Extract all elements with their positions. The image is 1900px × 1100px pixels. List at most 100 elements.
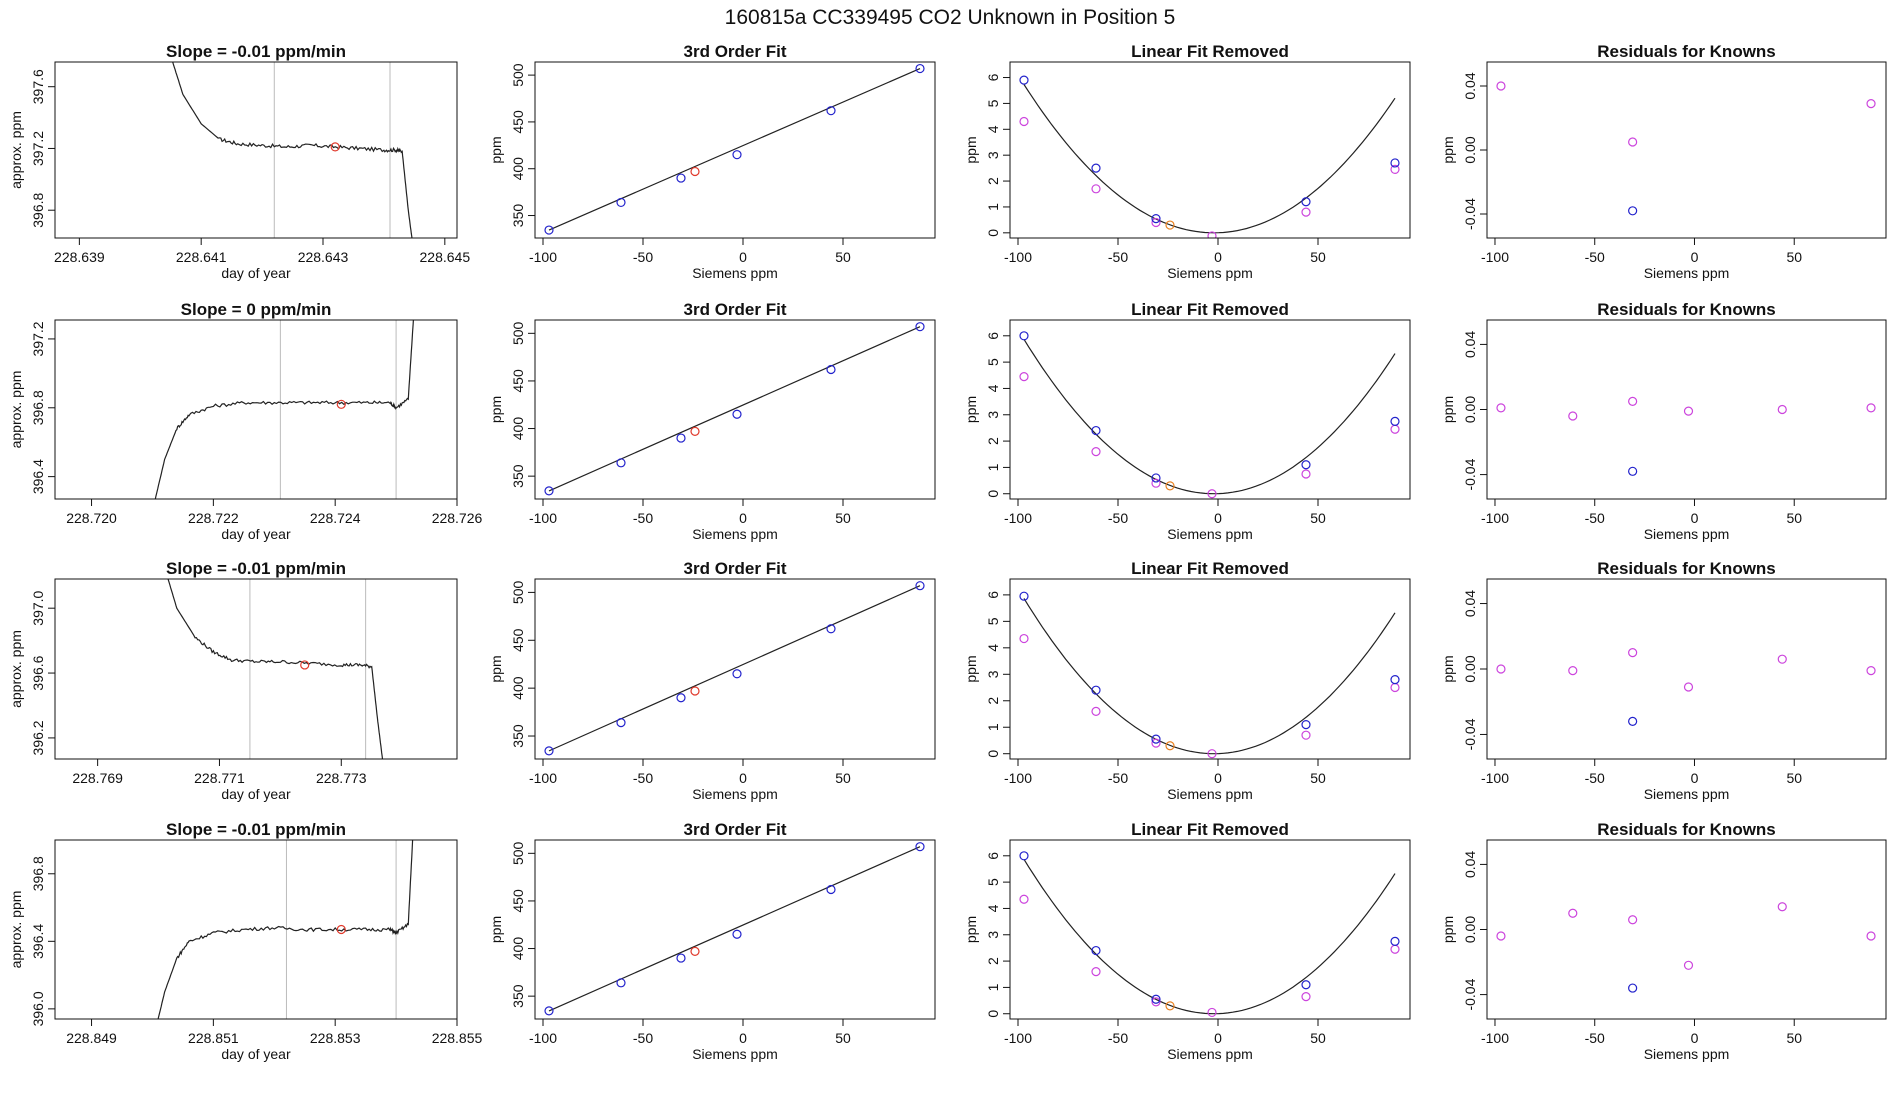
residual-point xyxy=(1151,738,1161,748)
residual-point xyxy=(1301,469,1311,479)
x-tick-label: -50 xyxy=(1108,249,1128,265)
plot-area xyxy=(1019,591,1400,759)
trace-line xyxy=(167,579,384,759)
y-axis-label: approx. ppm xyxy=(8,371,24,449)
y-tick-label: 3 xyxy=(985,931,1001,939)
x-tick-label: 228.773 xyxy=(316,770,367,786)
plot-frame xyxy=(1009,839,1411,1020)
plot-frame xyxy=(1486,61,1887,239)
known-point xyxy=(1628,716,1638,726)
x-tick-label: 228.643 xyxy=(298,249,349,265)
x-tick-label: 228.855 xyxy=(432,1030,483,1046)
plot-frame xyxy=(534,578,936,760)
residual-point xyxy=(1151,217,1161,228)
known-point xyxy=(676,173,686,183)
unknown-point xyxy=(1165,220,1175,230)
residual-point xyxy=(1390,682,1400,693)
fit-line xyxy=(548,326,921,492)
residual-point xyxy=(1151,997,1161,1007)
unknown-point xyxy=(690,426,700,436)
x-tick-label: -50 xyxy=(1108,510,1128,526)
x-tick-label: 50 xyxy=(835,770,851,786)
plot-area xyxy=(1496,902,1876,993)
known-point xyxy=(1301,719,1311,730)
x-tick-label: -100 xyxy=(1481,510,1509,526)
plot-area xyxy=(544,581,925,756)
unknown-point xyxy=(1165,481,1175,491)
x-tick-label: 228.769 xyxy=(72,770,123,786)
residual-point xyxy=(1390,164,1400,175)
y-axis-label: ppm xyxy=(1440,396,1456,423)
trace-line xyxy=(172,62,413,238)
residual-point xyxy=(1568,666,1578,676)
plot-area xyxy=(157,840,414,1019)
known-point xyxy=(915,63,925,74)
known-point xyxy=(616,197,626,208)
plot-area xyxy=(172,62,413,238)
x-tick-label: -100 xyxy=(529,510,557,526)
y-axis-label: ppm xyxy=(488,655,504,682)
unknown-point xyxy=(1165,1001,1175,1011)
x-tick-label: 228.771 xyxy=(194,770,245,786)
known-point xyxy=(1390,416,1400,426)
known-point xyxy=(544,225,554,235)
y-tick-label: 397.6 xyxy=(30,69,46,104)
residual-point xyxy=(1151,478,1161,488)
panel-title: 3rd Order Fit xyxy=(684,42,787,61)
y-tick-label: 0 xyxy=(985,1010,1001,1018)
residual-point xyxy=(1496,931,1506,941)
x-axis-label: day of year xyxy=(221,265,291,281)
x-tick-label: 0 xyxy=(1691,249,1699,265)
residual-point xyxy=(1301,207,1311,217)
y-tick-label: 350 xyxy=(510,464,526,488)
x-tick-label: -50 xyxy=(633,249,653,265)
panel-title: Residuals for Knowns xyxy=(1597,300,1776,319)
x-tick-label: 0 xyxy=(1691,770,1699,786)
panel-title: Linear Fit Removed xyxy=(1131,820,1289,839)
fit-line xyxy=(548,585,921,752)
known-point xyxy=(616,458,626,468)
known-point xyxy=(1019,591,1029,601)
known-point xyxy=(915,842,925,852)
y-tick-label: 400 xyxy=(510,676,526,700)
y-tick-label: 396.4 xyxy=(30,924,46,959)
x-tick-label: 228.724 xyxy=(310,510,361,526)
panel-title: Residuals for Knowns xyxy=(1597,559,1776,578)
residual-point xyxy=(1091,447,1101,457)
y-tick-label: 397.2 xyxy=(30,321,46,356)
x-tick-label: 228.722 xyxy=(188,510,239,526)
known-point xyxy=(826,884,836,895)
plot-area xyxy=(1496,81,1876,216)
y-tick-label: 6 xyxy=(985,852,1001,860)
x-axis-label: day of year xyxy=(221,1046,291,1062)
y-tick-label: 0.00 xyxy=(1462,136,1478,163)
x-tick-label: 0 xyxy=(739,770,747,786)
known-point xyxy=(1091,425,1101,436)
x-tick-label: -50 xyxy=(1585,510,1605,526)
x-axis-label: Siemens ppm xyxy=(1644,1046,1730,1062)
known-point xyxy=(544,486,554,496)
x-axis-label: Siemens ppm xyxy=(1167,265,1253,281)
x-tick-label: 228.851 xyxy=(188,1030,239,1046)
panel-r3-c0: Slope = -0.01 ppm/min 228.849 228.851 228.8… xyxy=(8,820,483,1062)
plot-frame xyxy=(1009,319,1411,500)
unknown-point xyxy=(690,946,700,956)
unknown-point xyxy=(1165,741,1175,751)
residual-point xyxy=(1019,633,1029,644)
fit-line xyxy=(548,846,921,1012)
x-tick-label: 0 xyxy=(1214,770,1222,786)
residual-point xyxy=(1866,403,1876,413)
y-axis-label: ppm xyxy=(963,655,979,682)
panel-r1-c1: 3rd Order Fit -100 -50 0 50 350 400 450 500 Sieme… xyxy=(488,300,936,542)
x-tick-label: -100 xyxy=(1481,249,1509,265)
known-point xyxy=(732,409,742,419)
residual-point xyxy=(1091,967,1101,977)
y-tick-label: 5 xyxy=(985,878,1001,886)
known-point xyxy=(676,433,686,443)
panel-title: Slope = 0 ppm/min xyxy=(181,300,332,319)
residual-point xyxy=(1496,403,1506,413)
y-tick-label: 3 xyxy=(985,670,1001,678)
panel-title: Slope = -0.01 ppm/min xyxy=(166,42,346,61)
residual-point xyxy=(1568,411,1578,421)
y-tick-label: -0.04 xyxy=(1462,198,1478,230)
